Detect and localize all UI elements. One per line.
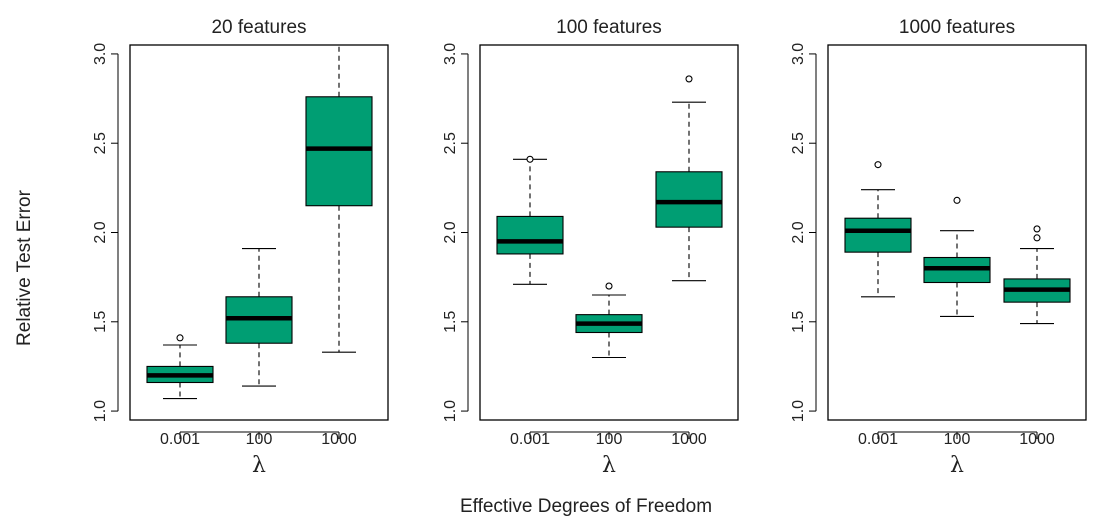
box-1000 [1003,225,1071,325]
box-100 [225,248,293,387]
y-tick-label: 1.5 [790,311,807,333]
x-tick-label: 100 [596,431,623,448]
box-1000 [305,44,373,353]
panel-title: 100 features [556,17,662,38]
x-tick-label: 1000 [1019,431,1055,448]
y-tick-label: 3.0 [790,43,807,65]
box-0.001 [844,161,912,298]
plot-frame [479,44,739,421]
outlier-point [874,161,882,169]
y-tick-label: 1.5 [92,311,109,333]
x-tick-label: 100 [944,431,971,448]
plot-frame [827,44,1087,421]
iqr-box [305,96,373,207]
x-tick-label: 1000 [321,431,357,448]
box-0.001 [496,155,564,285]
panel-title: 1000 features [899,17,1015,38]
y-tick-label: 3.0 [92,43,109,65]
outlier-point [1033,225,1041,233]
panel-2: 100 features 1.0 1.5 2.0 2.5 3.0 0.001 100 1000 λ [442,17,739,478]
x-tick-label: 100 [246,431,273,448]
plot-frame [129,44,389,421]
x-tick-label: 0.001 [160,431,200,448]
y-tick-label: 1.5 [442,311,459,333]
box-100 [923,196,991,317]
outlier-point [685,75,693,83]
outlier-point [526,155,534,163]
box-1000 [655,75,723,282]
x-axis-label: λ [602,453,616,478]
outlier-point [953,196,961,204]
x-tick-label: 0.001 [858,431,898,448]
box-100 [575,282,643,359]
x-axis-label: λ [950,453,964,478]
y-tick-label: 2.0 [442,221,459,243]
y-tick-label: 1.0 [442,400,459,422]
outlier-point [1033,234,1041,242]
panel-1: 20 features 1.0 1.5 2.0 2.5 3.0 0.001 100 1000 λ [92,17,389,478]
x-tick-label: 0.001 [510,431,550,448]
x-tick-label: 1000 [671,431,707,448]
y-tick-label: 2.0 [92,221,109,243]
panel-3: 1000 features 1.0 1.5 2.0 2.5 3.0 0.001 100 1000… [790,17,1087,478]
outlier-point [605,282,613,290]
iqr-box [496,215,564,255]
x-axis-title: Effective Degrees of Freedom [460,496,712,517]
y-tick-label: 1.0 [92,400,109,422]
panel-title: 20 features [211,17,306,38]
iqr-box [844,217,912,253]
box-0.001 [146,334,214,400]
outlier-point [176,334,184,342]
y-axis-title: Relative Test Error [14,189,35,346]
y-tick-label: 2.5 [92,132,109,154]
x-axis-label: λ [252,453,266,478]
y-tick-label: 2.5 [790,132,807,154]
y-tick-label: 1.0 [790,400,807,422]
y-tick-label: 3.0 [442,43,459,65]
y-tick-label: 2.5 [442,132,459,154]
iqr-box [655,171,723,228]
y-tick-label: 2.0 [790,221,807,243]
